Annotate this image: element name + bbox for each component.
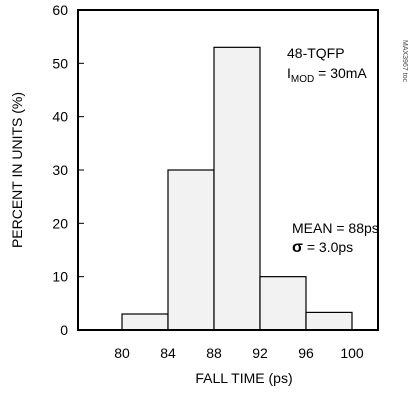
y-tick-label: 0 bbox=[60, 322, 68, 338]
x-axis-title: FALL TIME (ps) bbox=[195, 370, 292, 386]
x-tick-label: 96 bbox=[298, 345, 314, 361]
histogram-bar-88-92 bbox=[213, 46, 261, 331]
x-tick-label: 88 bbox=[206, 345, 222, 361]
mean-annotation: MEAN = 88ps bbox=[292, 220, 379, 236]
x-tick-label: 84 bbox=[160, 345, 176, 361]
package-annotation: 48-TQFP bbox=[287, 45, 345, 61]
bars-group bbox=[121, 46, 353, 331]
y-tick-label: 10 bbox=[52, 269, 68, 285]
y-tick-label: 30 bbox=[52, 162, 68, 178]
x-ticks-group: 80 84 88 92 96 100 bbox=[114, 324, 364, 361]
x-tick-label: 92 bbox=[252, 345, 268, 361]
imod-annotation: IMOD = 30mA bbox=[287, 65, 367, 85]
toc-identifier: MAX3967 toc bbox=[401, 40, 408, 83]
y-tick-label: 20 bbox=[52, 215, 68, 231]
histogram-bar-96-100 bbox=[305, 311, 353, 331]
y-ticks-group: 0 10 20 30 40 50 60 bbox=[52, 2, 84, 338]
histogram-bar-92-96 bbox=[259, 276, 307, 331]
sigma-annotation: σ = 3.0ps bbox=[292, 239, 353, 256]
x-tick-label: 100 bbox=[340, 345, 364, 361]
y-tick-label: 50 bbox=[52, 55, 68, 71]
histogram-bar-80-84 bbox=[121, 313, 169, 331]
y-tick-label: 60 bbox=[52, 2, 68, 18]
histogram-bar-84-88 bbox=[167, 169, 215, 331]
y-tick-label: 40 bbox=[52, 109, 68, 125]
x-tick-label: 80 bbox=[114, 345, 130, 361]
y-axis-title: PERCENT IN UNITS (%) bbox=[9, 92, 25, 248]
